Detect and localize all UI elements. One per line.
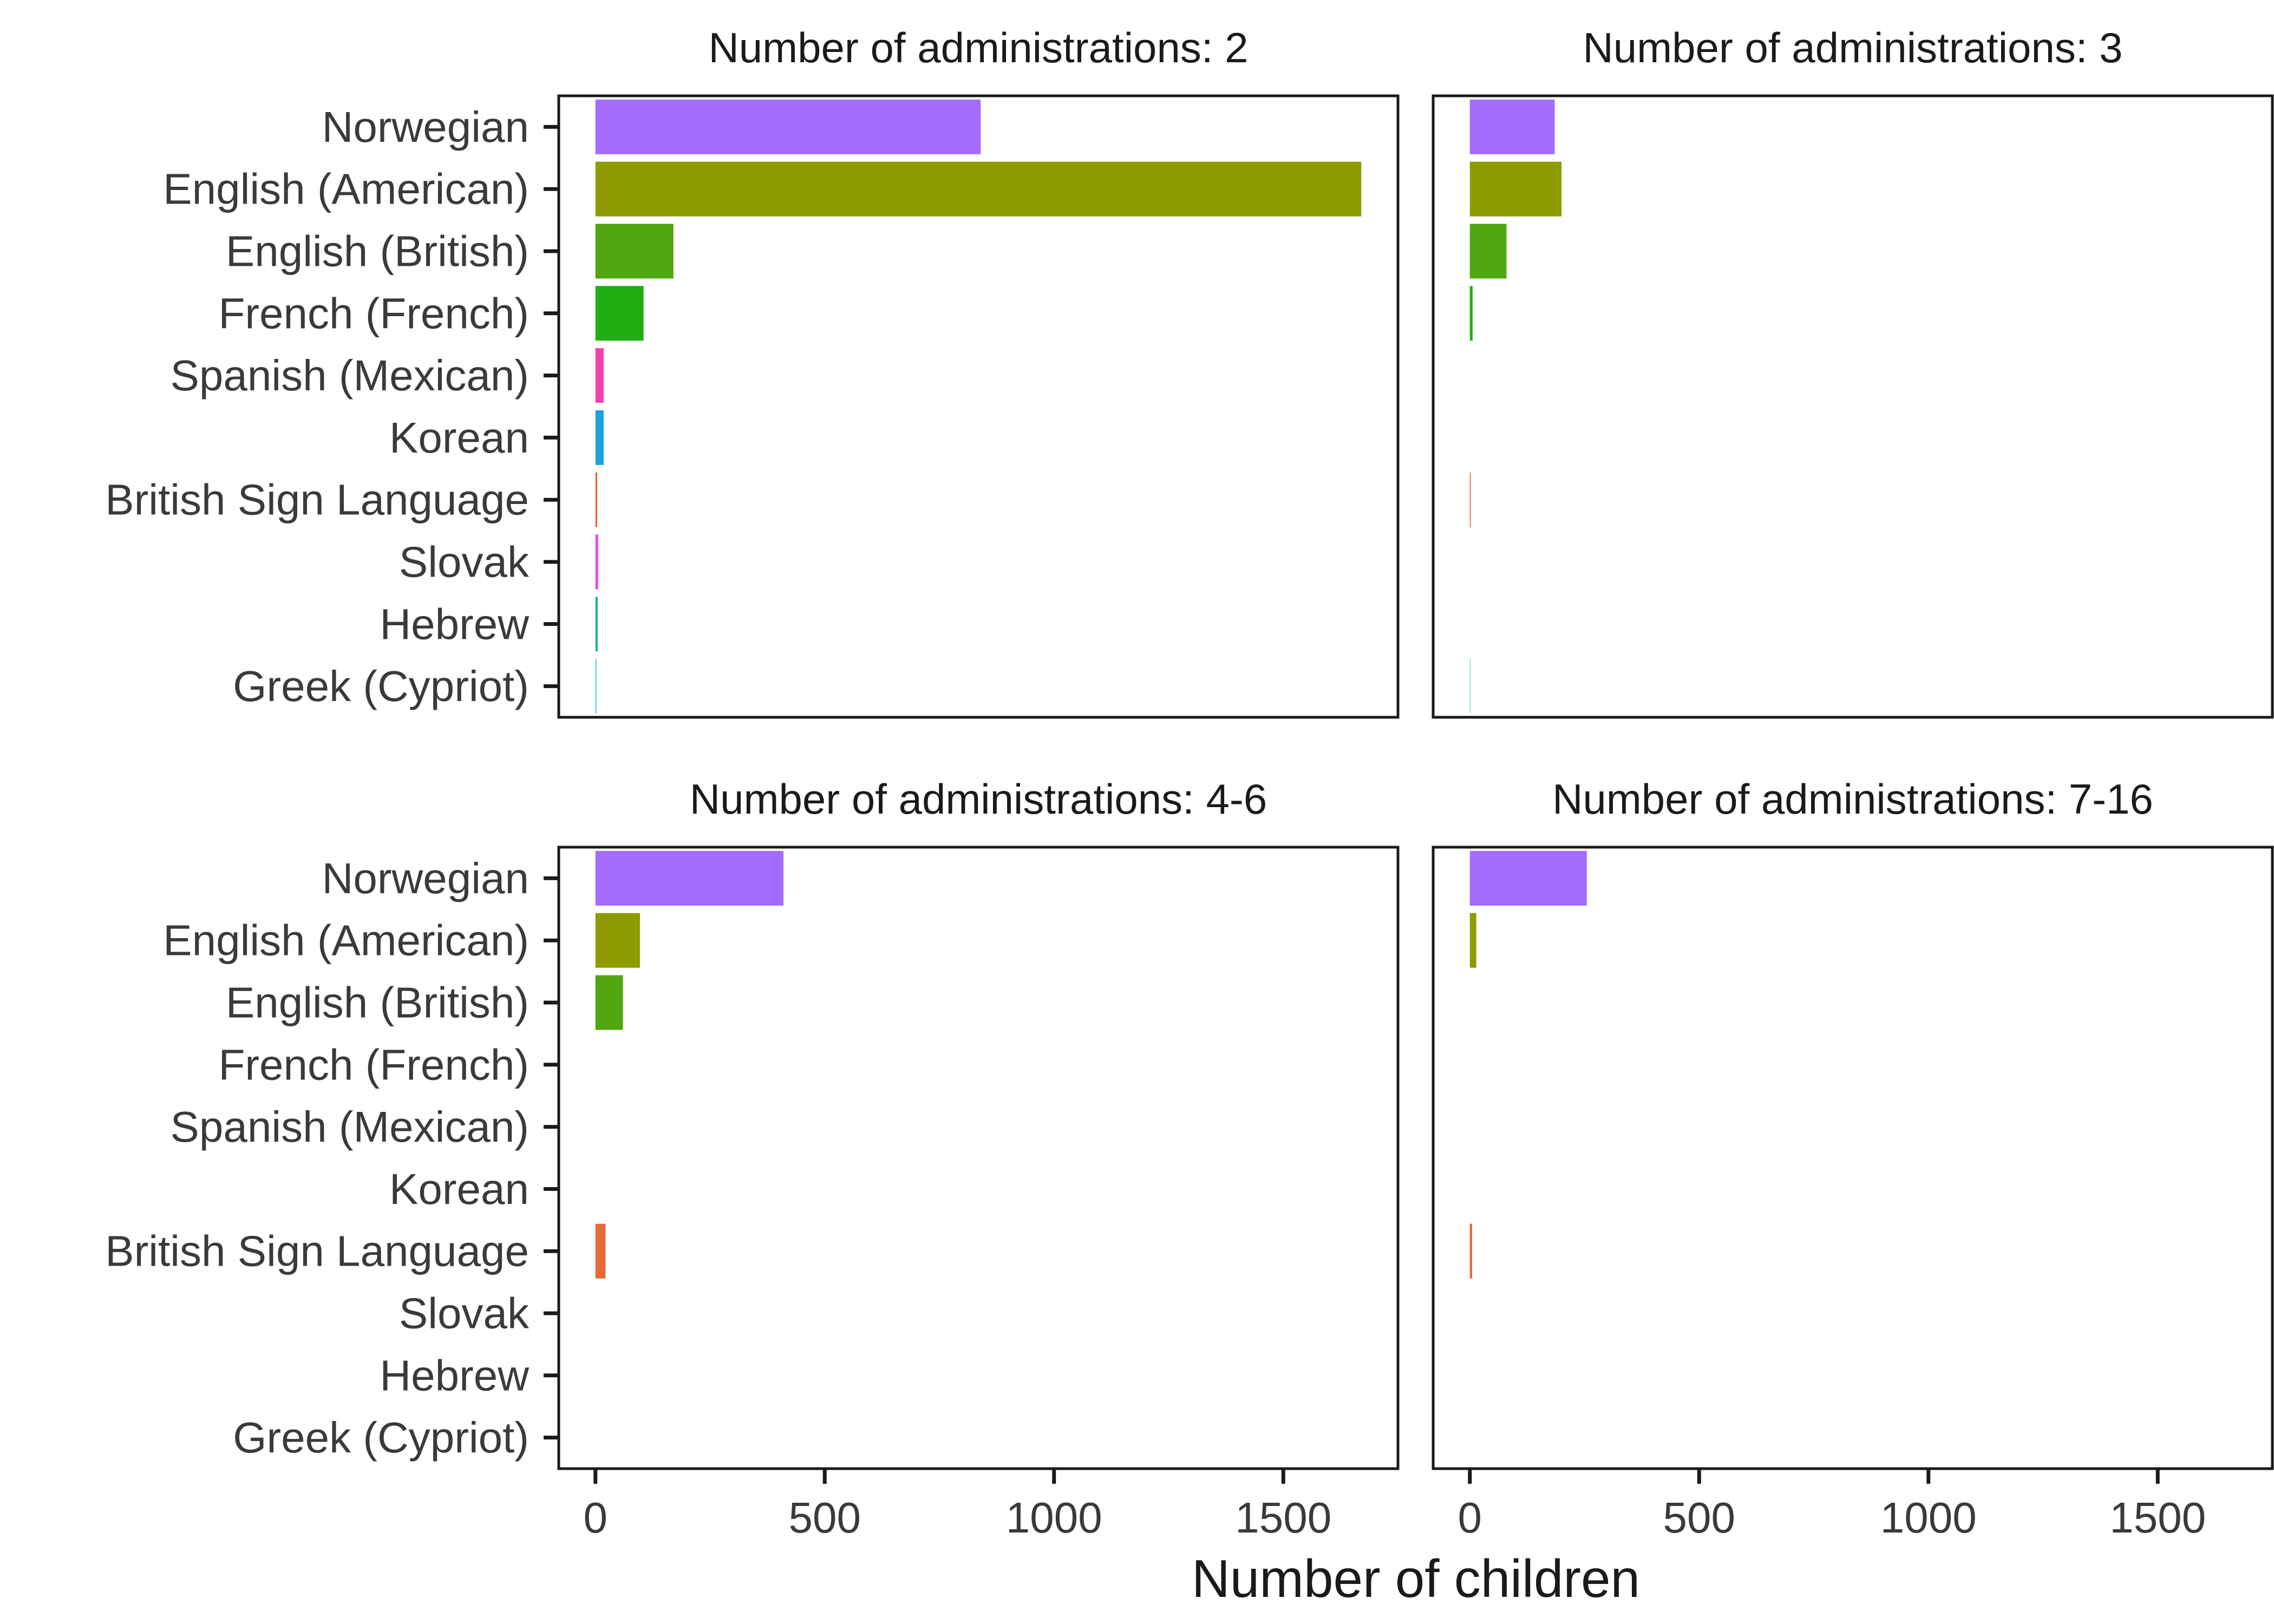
y-tick-label: English (British): [226, 979, 529, 1027]
facet-4: Number of administrations: 7-16 0 500 1000 1…: [1432, 775, 2274, 1542]
bar: [1469, 224, 1507, 279]
bar: [595, 472, 598, 527]
bar: [1469, 1223, 1472, 1279]
facet-title: Number of administrations: 2: [708, 24, 1248, 71]
x-tick-label: 0: [1458, 1494, 1482, 1542]
y-tick-label: Greek (Cypriot): [233, 662, 529, 710]
bar: [595, 286, 644, 341]
facet-3: Number of administrations: 4-6 Norwegian E…: [105, 775, 1400, 1542]
y-tick-label: Hebrew: [380, 600, 529, 648]
panel-frame: [1432, 846, 2274, 1470]
facet-title: Number of administrations: 4-6: [690, 775, 1267, 823]
bar: [595, 1223, 606, 1279]
y-tick-label: French (French): [219, 1040, 529, 1089]
panel-frame: [557, 846, 1400, 1470]
facet-2: Number of administrations: 3: [1432, 24, 2274, 719]
bar: [1469, 286, 1473, 341]
bar: [1469, 913, 1476, 968]
x-tick-label: 0: [584, 1494, 608, 1542]
y-tick-label: French (French): [219, 289, 529, 337]
y-tick-label: Hebrew: [380, 1351, 529, 1399]
x-tick-label: 500: [1663, 1494, 1735, 1542]
y-tick-label: English (American): [163, 165, 529, 213]
bar: [1469, 850, 1587, 906]
y-tick-label: Greek (Cypriot): [233, 1413, 529, 1462]
bar: [595, 534, 598, 590]
y-tick-label: British Sign Language: [105, 476, 529, 524]
panel-frame: [1432, 94, 2274, 719]
bar: [595, 850, 784, 906]
y-tick-label: Slovak: [399, 1289, 530, 1338]
bar: [595, 597, 598, 652]
facet-1: Number of administrations: 2 Norwegian Eng…: [105, 24, 1400, 719]
x-axis-title: Number of children: [1192, 1549, 1640, 1608]
y-tick-label: English (British): [226, 227, 529, 276]
panel-frame: [557, 94, 1400, 719]
x-tick-label: 500: [789, 1494, 861, 1542]
facets-layer: Number of administrations: 2 Norwegian Eng…: [105, 24, 2274, 1542]
x-tick-label: 1500: [1235, 1494, 1331, 1542]
y-tick-label: Spanish (Mexican): [171, 1103, 530, 1151]
bar: [595, 410, 604, 465]
bar: [595, 659, 597, 714]
facet-title: Number of administrations: 7-16: [1552, 775, 2153, 823]
bar: [1469, 659, 1471, 714]
y-tick-label: British Sign Language: [105, 1227, 529, 1275]
y-tick-label: Korean: [389, 414, 529, 462]
y-tick-label: English (American): [163, 916, 529, 965]
y-tick-label: Slovak: [399, 538, 530, 586]
bar: [595, 224, 674, 279]
bar: [595, 975, 623, 1030]
bar: [595, 161, 1362, 217]
bar: [595, 99, 981, 154]
bar: [595, 348, 604, 403]
x-tick-label: 1500: [2109, 1494, 2206, 1542]
bar: [1469, 161, 1562, 217]
facet-title: Number of administrations: 3: [1583, 24, 2122, 71]
x-tick-label: 1000: [1880, 1494, 1977, 1542]
y-tick-label: Spanish (Mexican): [171, 351, 530, 400]
bar: [1469, 472, 1471, 527]
bar: [1469, 99, 1555, 154]
y-tick-label: Norwegian: [322, 103, 529, 151]
y-tick-label: Korean: [389, 1165, 529, 1213]
y-tick-label: Norwegian: [322, 854, 529, 902]
x-tick-label: 1000: [1006, 1494, 1102, 1542]
bar: [595, 913, 640, 968]
